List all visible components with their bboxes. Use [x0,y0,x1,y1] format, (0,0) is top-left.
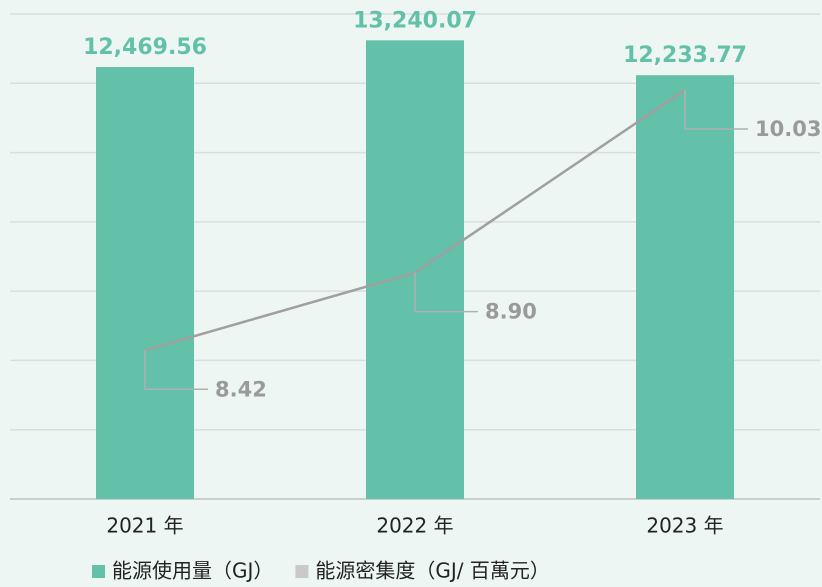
legend-label: 能源使用量（GJ） [112,559,273,583]
legend-label: 能源密集度（GJ/ 百萬元） [315,559,550,583]
label-leader [414,272,478,313]
bar-value-label: 12,233.77 [623,43,747,68]
bar-value-label: 12,469.56 [83,35,207,60]
label-leader [684,89,748,130]
x-tick-label: 2021 年 [106,514,183,538]
bar [366,40,464,500]
legend-swatch [295,565,309,578]
line-value-label: 10.03 [755,117,821,141]
label-leader [144,350,208,391]
line-value-label: 8.90 [485,300,537,324]
bar [636,75,734,499]
x-tick-label: 2022 年 [376,514,453,538]
bar [96,67,194,500]
legend-swatch [92,565,105,578]
line-value-label: 8.42 [215,377,267,401]
x-tick-label: 2023 年 [646,514,723,538]
bar-value-label: 13,240.07 [353,8,477,33]
